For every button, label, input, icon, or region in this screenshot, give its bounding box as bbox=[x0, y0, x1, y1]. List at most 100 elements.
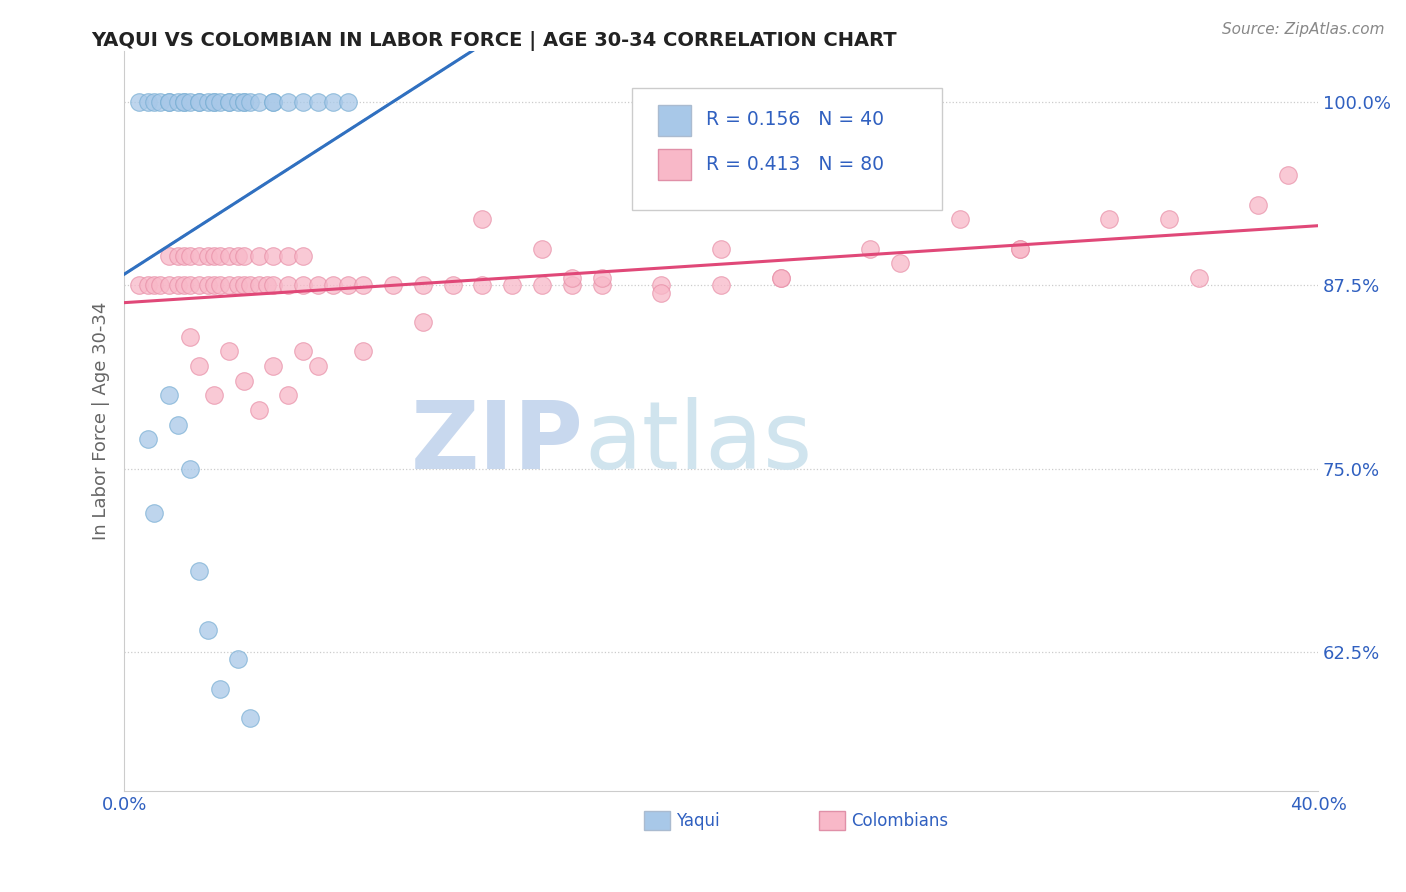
Point bbox=[157, 249, 180, 263]
Point bbox=[307, 95, 329, 109]
Point bbox=[247, 95, 270, 109]
FancyBboxPatch shape bbox=[658, 149, 692, 180]
Point bbox=[179, 329, 201, 343]
Point bbox=[232, 95, 254, 109]
Point bbox=[337, 95, 360, 109]
Point bbox=[136, 278, 159, 293]
Point bbox=[322, 278, 344, 293]
Point bbox=[202, 278, 225, 293]
Point bbox=[501, 278, 523, 293]
Point bbox=[352, 344, 374, 359]
Text: YAQUI VS COLOMBIAN IN LABOR FORCE | AGE 30-34 CORRELATION CHART: YAQUI VS COLOMBIAN IN LABOR FORCE | AGE … bbox=[91, 31, 897, 51]
Text: Colombians: Colombians bbox=[851, 812, 949, 830]
Point bbox=[128, 95, 150, 109]
Point bbox=[187, 278, 209, 293]
Point bbox=[412, 278, 434, 293]
Point bbox=[167, 249, 190, 263]
Point bbox=[471, 278, 494, 293]
Point bbox=[157, 95, 180, 109]
Point bbox=[591, 278, 613, 293]
Text: Source: ZipAtlas.com: Source: ZipAtlas.com bbox=[1222, 22, 1385, 37]
Point bbox=[591, 271, 613, 285]
Point bbox=[337, 278, 360, 293]
Point bbox=[187, 95, 209, 109]
Point bbox=[157, 95, 180, 109]
Point bbox=[143, 95, 166, 109]
Point bbox=[769, 271, 792, 285]
Point bbox=[1098, 212, 1121, 227]
Point bbox=[202, 95, 225, 109]
Point bbox=[149, 95, 172, 109]
Point bbox=[561, 278, 583, 293]
Point bbox=[471, 212, 494, 227]
Point bbox=[232, 249, 254, 263]
Point bbox=[1008, 242, 1031, 256]
Point bbox=[292, 249, 315, 263]
Point bbox=[262, 95, 284, 109]
Point bbox=[179, 249, 201, 263]
Point bbox=[167, 417, 190, 432]
Point bbox=[307, 278, 329, 293]
Point bbox=[1277, 169, 1299, 183]
Point bbox=[136, 433, 159, 447]
Point bbox=[226, 278, 249, 293]
Point bbox=[197, 95, 219, 109]
Point bbox=[143, 506, 166, 520]
Point bbox=[202, 388, 225, 402]
Point bbox=[208, 681, 231, 696]
Point bbox=[710, 242, 733, 256]
Point bbox=[247, 278, 270, 293]
Text: R = 0.413   N = 80: R = 0.413 N = 80 bbox=[706, 154, 883, 174]
Point bbox=[352, 278, 374, 293]
Point bbox=[1008, 242, 1031, 256]
Point bbox=[949, 212, 972, 227]
Point bbox=[262, 278, 284, 293]
Point bbox=[277, 95, 299, 109]
Point bbox=[179, 95, 201, 109]
Point bbox=[1157, 212, 1180, 227]
Point bbox=[262, 95, 284, 109]
Point bbox=[202, 249, 225, 263]
Point bbox=[218, 278, 240, 293]
Point bbox=[136, 95, 159, 109]
Point bbox=[239, 711, 262, 725]
Point bbox=[1188, 271, 1211, 285]
Point bbox=[1247, 197, 1270, 211]
Point bbox=[277, 278, 299, 293]
Point bbox=[208, 278, 231, 293]
Point bbox=[226, 249, 249, 263]
FancyBboxPatch shape bbox=[631, 87, 942, 210]
Point bbox=[292, 278, 315, 293]
Point bbox=[167, 95, 190, 109]
Point bbox=[307, 359, 329, 373]
Point bbox=[322, 95, 344, 109]
Point bbox=[381, 278, 404, 293]
Point bbox=[208, 249, 231, 263]
Point bbox=[889, 256, 911, 270]
Point bbox=[187, 249, 209, 263]
Text: Yaqui: Yaqui bbox=[676, 812, 720, 830]
Point bbox=[143, 278, 166, 293]
Point bbox=[187, 95, 209, 109]
Point bbox=[173, 95, 195, 109]
Point bbox=[441, 278, 464, 293]
Point bbox=[239, 95, 262, 109]
Point bbox=[167, 278, 190, 293]
Point bbox=[262, 359, 284, 373]
Point bbox=[187, 359, 209, 373]
Point bbox=[157, 278, 180, 293]
FancyBboxPatch shape bbox=[820, 812, 845, 830]
Point bbox=[232, 95, 254, 109]
Point bbox=[173, 278, 195, 293]
Point bbox=[710, 278, 733, 293]
Point bbox=[232, 374, 254, 388]
Point bbox=[232, 278, 254, 293]
Point bbox=[247, 249, 270, 263]
Point bbox=[650, 278, 672, 293]
Point bbox=[226, 652, 249, 666]
Point bbox=[262, 249, 284, 263]
Point bbox=[277, 249, 299, 263]
Point bbox=[128, 278, 150, 293]
Point bbox=[179, 278, 201, 293]
Point bbox=[277, 388, 299, 402]
